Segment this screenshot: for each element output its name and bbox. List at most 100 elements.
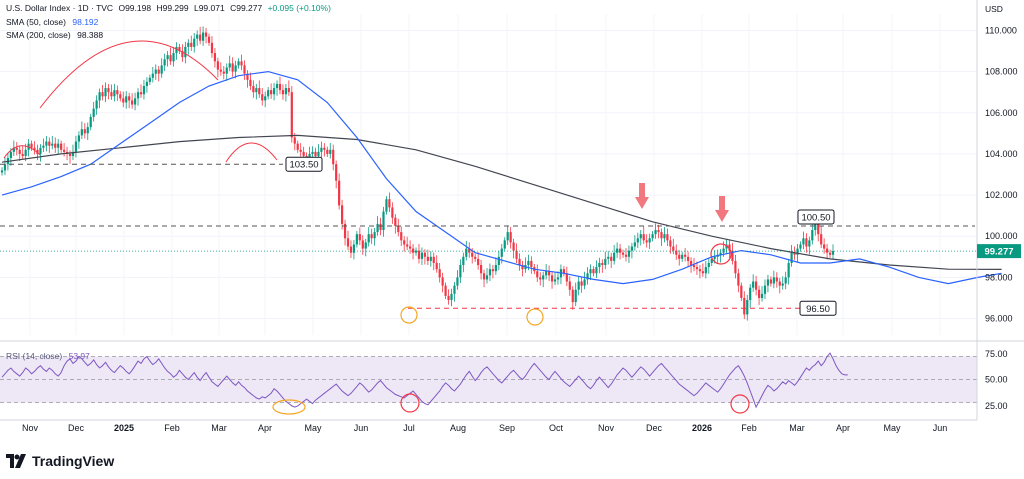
price-pane[interactable] xyxy=(0,14,1002,335)
candle-body xyxy=(110,92,113,97)
candle-body xyxy=(787,262,790,278)
arc-top xyxy=(39,40,219,109)
candle-body xyxy=(287,88,290,93)
y-tick-label: 110.000 xyxy=(985,25,1017,35)
sma50-line xyxy=(1,70,1002,285)
candle-body xyxy=(57,143,60,148)
candle-body xyxy=(447,295,450,301)
candle-body xyxy=(793,252,796,255)
candle-body xyxy=(790,252,793,263)
candle-body xyxy=(663,234,666,239)
candle-body xyxy=(281,90,285,95)
x-tick-label: 2025 xyxy=(114,423,134,433)
candle-body xyxy=(760,293,764,298)
candle-body xyxy=(210,42,214,54)
candle-body xyxy=(453,285,456,294)
ohlc-low: L99.071 xyxy=(193,3,225,13)
y-tick-label: 98.000 xyxy=(985,272,1013,282)
candle-body xyxy=(491,269,495,272)
x-tick-label: Sep xyxy=(499,423,515,433)
candle-body xyxy=(740,285,743,298)
tradingview-logo-icon xyxy=(6,454,26,468)
y-tick-label: 108.000 xyxy=(985,67,1018,77)
candle-body xyxy=(234,65,237,72)
candle-body xyxy=(414,250,418,253)
candle-body xyxy=(595,267,598,274)
candle-body xyxy=(74,141,78,152)
rsi-orange-circle xyxy=(272,399,306,415)
symbol-legend[interactable]: U.S. Dollar Index · 1D · TVC O99.198 H99… xyxy=(6,3,331,13)
candle-body xyxy=(462,256,465,266)
candle-body xyxy=(196,34,199,39)
candle-body xyxy=(817,223,820,235)
sma50-legend[interactable]: SMA (50, close) 98.192 xyxy=(6,17,98,27)
candle-body xyxy=(388,199,391,208)
candle-body xyxy=(630,246,634,251)
candle-body xyxy=(400,232,403,241)
candle-body xyxy=(252,86,255,93)
candle-body xyxy=(131,100,134,105)
candle-body xyxy=(178,46,181,52)
candle-body xyxy=(539,277,542,280)
candle-body xyxy=(12,147,15,152)
candle-body xyxy=(98,92,101,101)
candle-body xyxy=(181,51,184,58)
candle-body xyxy=(627,250,631,257)
candle-body xyxy=(719,252,722,255)
candle-body xyxy=(367,234,370,243)
candle-body xyxy=(642,234,645,241)
candle-body xyxy=(725,244,728,249)
candle-body xyxy=(456,277,459,286)
candle-body xyxy=(536,271,539,278)
candle-body xyxy=(648,238,651,243)
candle-body xyxy=(713,256,716,259)
candle-body xyxy=(122,98,125,103)
candle-body xyxy=(639,234,642,239)
rsi-pane[interactable] xyxy=(0,352,977,409)
sma200-legend[interactable]: SMA (200, close) 98.388 xyxy=(6,30,103,40)
sma200-line xyxy=(1,134,1002,270)
candle-body xyxy=(568,281,571,290)
candle-body xyxy=(828,252,832,255)
candle-body xyxy=(518,258,521,266)
candle-body xyxy=(669,240,672,247)
candle-body xyxy=(80,129,83,136)
tradingview-brand[interactable]: TradingView xyxy=(6,453,114,469)
candle-body xyxy=(660,232,663,239)
x-tick-label: Jun xyxy=(354,423,369,433)
candle-body xyxy=(423,252,426,257)
candle-body xyxy=(314,151,317,156)
candle-body xyxy=(811,230,814,241)
level-label-box xyxy=(799,300,837,316)
candle-body xyxy=(272,88,276,95)
candle-body xyxy=(320,147,323,152)
candle-body xyxy=(246,73,249,80)
level-label: 96.50 xyxy=(806,304,830,315)
rsi-legend[interactable]: RSI (14, close) 53.97 xyxy=(6,351,90,361)
candle-body xyxy=(799,244,802,249)
candle-body xyxy=(621,252,625,255)
candle-body xyxy=(148,77,151,82)
candle-body xyxy=(802,238,805,245)
candle-body xyxy=(68,153,72,156)
candle-body xyxy=(438,269,441,278)
candle-body xyxy=(775,277,778,282)
candle-body xyxy=(95,100,98,109)
y-tick-label: 102.000 xyxy=(985,190,1018,200)
x-tick-label: Apr xyxy=(258,423,272,433)
candle-body xyxy=(781,283,784,286)
candle-body xyxy=(530,260,533,268)
level-label: 100.50 xyxy=(801,212,830,223)
candle-body xyxy=(506,232,509,241)
level-label: 103.50 xyxy=(289,160,318,171)
candle-body xyxy=(267,90,270,97)
candle-body xyxy=(0,170,4,173)
candle-body xyxy=(133,98,137,105)
candle-body xyxy=(382,211,385,231)
rsi-tick-label: 50.00 xyxy=(985,375,1008,385)
candle-body xyxy=(36,149,39,154)
candle-body xyxy=(258,88,261,95)
candle-body xyxy=(420,252,424,259)
candle-body xyxy=(219,69,222,72)
